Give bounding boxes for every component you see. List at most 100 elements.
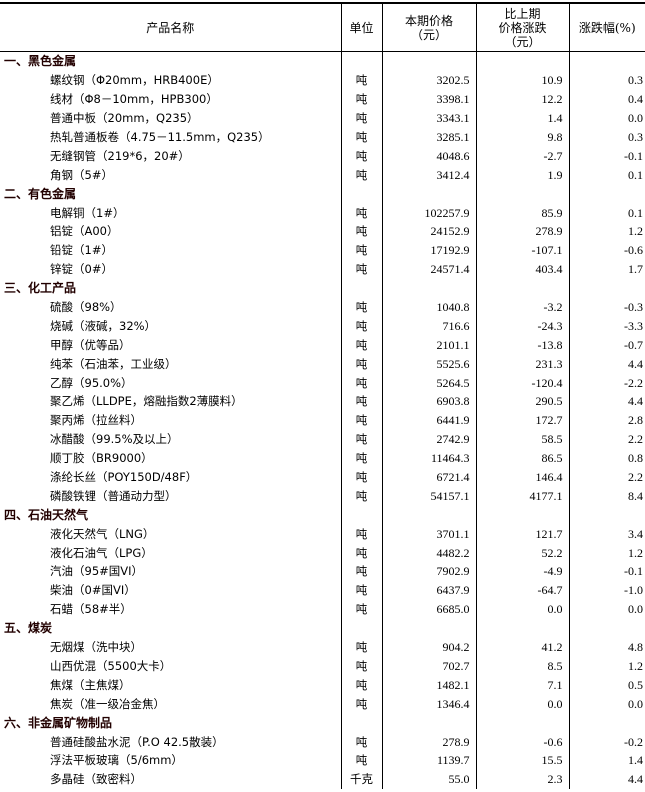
product-name: 山西优混（5500大卡） (50, 658, 172, 673)
price-cell: 6437.9 (381, 580, 476, 600)
change-cell: 2.3 (475, 769, 569, 789)
table-row: 汽油（95#国VI） 吨 7902.9 -4.9 -0.1 (0, 562, 645, 581)
header-change-line3: （元） (504, 34, 541, 49)
product-name: 液化天然气（LNG） (50, 526, 155, 541)
price-cell: 1346.4 (381, 694, 476, 714)
change-cell: -0.6 (475, 732, 569, 751)
section-title: 四、石油天然气 (4, 507, 89, 522)
price-cell: 278.9 (381, 732, 476, 751)
price-cell: 3343.1 (381, 108, 476, 128)
pct-cell: 0.8 (568, 448, 645, 468)
unit-cell: 吨 (340, 675, 382, 695)
unit-cell: 吨 (340, 656, 382, 676)
product-name: 铝锭（A00） (50, 224, 119, 239)
pct-cell: -0.3 (568, 297, 645, 317)
table-row: 液化天然气（LNG） 吨 3701.1 121.7 3.4 (0, 524, 645, 544)
unit-cell: 吨 (340, 297, 382, 317)
price-cell: 2742.9 (381, 429, 476, 449)
product-name: 电解铜（1#） (50, 205, 125, 220)
table-row: 硫酸（98%） 吨 1040.8 -3.2 -0.3 (0, 297, 645, 317)
table-row: 铝锭（A00） 吨 24152.9 278.9 1.2 (0, 222, 645, 241)
price-cell: 7902.9 (381, 562, 476, 581)
change-cell: -64.7 (475, 580, 569, 600)
change-cell: 7.1 (475, 675, 569, 695)
product-name: 焦炭（准一级冶金焦） (50, 696, 165, 711)
unit-cell: 吨 (340, 694, 382, 714)
change-cell: 0.0 (475, 599, 569, 619)
header-pct: 涨跌幅(%) (568, 3, 645, 52)
table-row: 螺纹钢（Φ20mm，HRB400E） 吨 3202.5 10.9 0.3 (0, 70, 645, 90)
table-row: 多晶硅（致密料） 千克 55.0 2.3 4.4 (0, 769, 645, 789)
price-cell: 702.7 (381, 656, 476, 676)
change-cell: 86.5 (475, 448, 569, 468)
unit-cell: 吨 (340, 373, 382, 393)
section-row: 六、非金属矿物制品 (0, 713, 645, 733)
pct-cell: -0.1 (568, 146, 645, 166)
change-cell: -3.2 (475, 297, 569, 317)
unit-cell: 吨 (340, 562, 382, 581)
pct-cell: 4.4 (568, 354, 645, 374)
price-cell: 3398.1 (381, 89, 476, 109)
product-name: 铅锭（1#） (50, 243, 113, 258)
change-cell: 172.7 (475, 410, 569, 430)
product-name: 磷酸铁锂（普通动力型） (50, 488, 177, 503)
unit-cell: 吨 (340, 637, 382, 657)
table-row: 铅锭（1#） 吨 17192.9 -107.1 -0.6 (0, 240, 645, 260)
table-row: 角钢（5#） 吨 3412.4 1.9 0.1 (0, 165, 645, 185)
pct-cell: 2.8 (568, 410, 645, 430)
price-cell (381, 51, 476, 71)
price-cell: 1139.7 (381, 750, 476, 770)
product-name: 顺丁胶（BR9000） (50, 451, 153, 466)
product-name: 甲醇（优等品） (50, 337, 131, 352)
change-cell (475, 618, 569, 638)
change-cell: 0.0 (475, 694, 569, 714)
table-row: 石蜡（58#半）吨 6685.0 0.0 0.0 (0, 599, 645, 619)
pct-cell: 0.0 (568, 108, 645, 128)
change-cell: -24.3 (475, 316, 569, 336)
product-name: 涤纶长丝（POY150D/48F） (50, 470, 198, 485)
price-cell: 4048.6 (381, 146, 476, 166)
section-row: 三、化工产品 (0, 278, 645, 298)
unit-cell: 吨 (340, 599, 382, 619)
price-cell: 2101.1 (381, 335, 476, 355)
change-cell: 10.9 (475, 70, 569, 90)
section-row: 二、有色金属 (0, 184, 645, 204)
table-row: 线材（Φ8－10mm，HPB300） 吨 3398.1 12.2 0.4 (0, 89, 645, 109)
product-name: 汽油（95#国VI） (50, 564, 144, 579)
change-cell (475, 278, 569, 298)
change-cell: -107.1 (475, 240, 569, 260)
product-name: 浮法平板玻璃（5/6mm） (50, 753, 183, 768)
change-cell: 231.3 (475, 354, 569, 374)
unit-cell: 吨 (340, 89, 382, 109)
header-unit: 单位 (340, 3, 382, 52)
pct-cell: 1.2 (568, 222, 645, 241)
table-row: 锌锭（0#） 吨 24571.4 403.4 1.7 (0, 259, 645, 279)
change-cell: 1.4 (475, 108, 569, 128)
pct-cell: 4.4 (568, 392, 645, 411)
price-cell: 24571.4 (381, 259, 476, 279)
change-cell: 278.9 (475, 222, 569, 241)
header-price: 本期价格 （元） (381, 3, 476, 52)
price-cell (381, 618, 476, 638)
pct-cell: 0.3 (568, 70, 645, 90)
unit-cell (340, 618, 382, 638)
unit-cell: 吨 (340, 392, 382, 411)
unit-cell: 吨 (340, 354, 382, 374)
change-cell: 4177.1 (475, 486, 569, 506)
price-cell: 1482.1 (381, 675, 476, 695)
product-name: 热轧普通板卷（4.75－11.5mm，Q235） (50, 130, 270, 144)
price-cell: 5525.6 (381, 354, 476, 374)
price-cell: 3285.1 (381, 127, 476, 147)
unit-cell (340, 505, 382, 525)
unit-cell: 吨 (340, 448, 382, 468)
table-row: 热轧普通板卷（4.75－11.5mm，Q235） 吨 3285.1 9.8 0.3 (0, 127, 645, 147)
pct-cell: 1.4 (568, 750, 645, 770)
price-cell: 3412.4 (381, 165, 476, 185)
unit-cell: 吨 (340, 222, 382, 241)
unit-cell: 吨 (340, 467, 382, 487)
unit-cell: 吨 (340, 750, 382, 770)
table-row: 无缝钢管（219*6，20#） 吨 4048.6 -2.7 -0.1 (0, 146, 645, 166)
section-title: 三、化工产品 (4, 281, 77, 296)
change-cell: 146.4 (475, 467, 569, 487)
price-cell (381, 278, 476, 298)
